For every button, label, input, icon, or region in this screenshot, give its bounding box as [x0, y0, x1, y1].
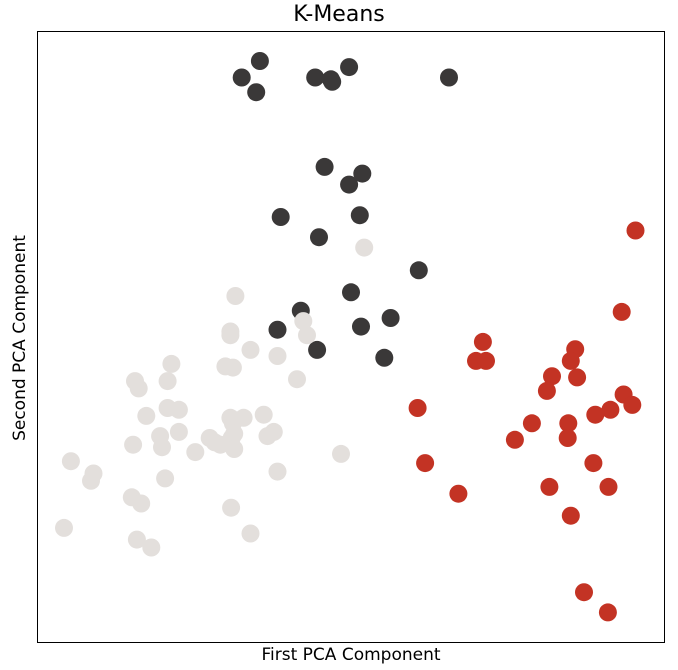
cluster-0-series [232, 52, 458, 367]
cluster-1-point [162, 354, 181, 373]
cluster-1-point [142, 538, 161, 557]
cluster-2-point [537, 381, 556, 400]
cluster-1-point [137, 406, 156, 425]
cluster-1-point [226, 287, 245, 305]
cluster-1-point [258, 427, 277, 446]
cluster-0-point [271, 208, 290, 226]
cluster-1-point [254, 405, 273, 424]
cluster-2-point [559, 414, 578, 433]
cluster-0-point [340, 175, 359, 194]
cluster-1-point [127, 530, 146, 549]
cluster-1-point [55, 518, 73, 537]
cluster-0-point [306, 68, 325, 87]
cluster-1-point [129, 379, 148, 398]
cluster-2-point [599, 477, 618, 496]
y-axis-label: Second PCA Component [10, 235, 30, 441]
cluster-2-point [568, 368, 587, 387]
cluster-1-point [225, 440, 244, 458]
cluster-1-point [268, 462, 287, 481]
cluster-2-point [505, 430, 524, 449]
cluster-0-point [308, 340, 327, 359]
cluster-1-point [288, 370, 306, 389]
cluster-1-point [298, 326, 316, 345]
cluster-2-point [598, 603, 617, 622]
points-layer [55, 52, 645, 622]
cluster-1-point [234, 408, 253, 427]
cluster-1-point [158, 372, 177, 391]
cluster-1-point [221, 326, 240, 345]
cluster-0-point [323, 72, 342, 91]
cluster-1-point [355, 238, 374, 257]
cluster-1-point [241, 524, 260, 543]
cluster-1-point [223, 358, 242, 377]
cluster-1-point [332, 444, 350, 463]
cluster-2-point [408, 399, 427, 417]
cluster-2-point [575, 583, 593, 602]
cluster-0-point [381, 309, 400, 327]
cluster-1-point [241, 340, 260, 359]
cluster-2-point [586, 405, 605, 424]
chart-title: K-Means [293, 2, 385, 27]
cluster-2-series [408, 221, 645, 622]
cluster-2-point [540, 477, 559, 496]
cluster-0-point [409, 261, 428, 280]
cluster-0-point [342, 283, 360, 302]
cluster-0-point [440, 68, 458, 87]
cluster-2-point [584, 454, 603, 473]
cluster-2-point [626, 221, 645, 240]
cluster-0-point [310, 228, 328, 247]
cluster-1-point [169, 400, 188, 419]
cluster-1-point [132, 494, 151, 513]
cluster-1-point [222, 498, 241, 517]
cluster-0-point [232, 68, 251, 87]
cluster-1-point [205, 433, 224, 452]
cluster-1-point [186, 443, 205, 462]
cluster-2-point [543, 367, 561, 386]
cluster-2-point [477, 351, 495, 370]
cluster-2-point [522, 414, 541, 433]
cluster-1-series [55, 238, 374, 557]
cluster-1-point [82, 471, 100, 490]
cluster-1-point [156, 469, 175, 488]
cluster-0-point [340, 58, 359, 77]
cluster-2-point [416, 454, 435, 473]
cluster-2-point [473, 332, 492, 351]
cluster-0-point [315, 157, 334, 176]
cluster-2-point [558, 429, 577, 447]
cluster-1-point [294, 312, 313, 331]
cluster-0-point [375, 348, 394, 367]
x-axis-label: First PCA Component [261, 645, 441, 665]
cluster-0-point [250, 52, 269, 70]
cluster-0-point [350, 206, 369, 225]
cluster-0-point [352, 317, 370, 336]
cluster-2-point [623, 395, 642, 414]
cluster-0-point [247, 83, 266, 102]
cluster-2-point [561, 506, 580, 525]
cluster-2-point [561, 351, 580, 370]
cluster-1-point [124, 435, 143, 454]
cluster-2-point [449, 484, 468, 503]
cluster-1-point [61, 452, 80, 471]
cluster-1-point [169, 422, 188, 441]
cluster-2-point [612, 302, 631, 321]
cluster-0-point [353, 164, 372, 183]
cluster-1-point [268, 347, 287, 365]
cluster-0-point [268, 320, 287, 339]
plot-area-frame [37, 31, 665, 643]
cluster-2-point [601, 400, 620, 419]
cluster-1-point [153, 438, 171, 457]
